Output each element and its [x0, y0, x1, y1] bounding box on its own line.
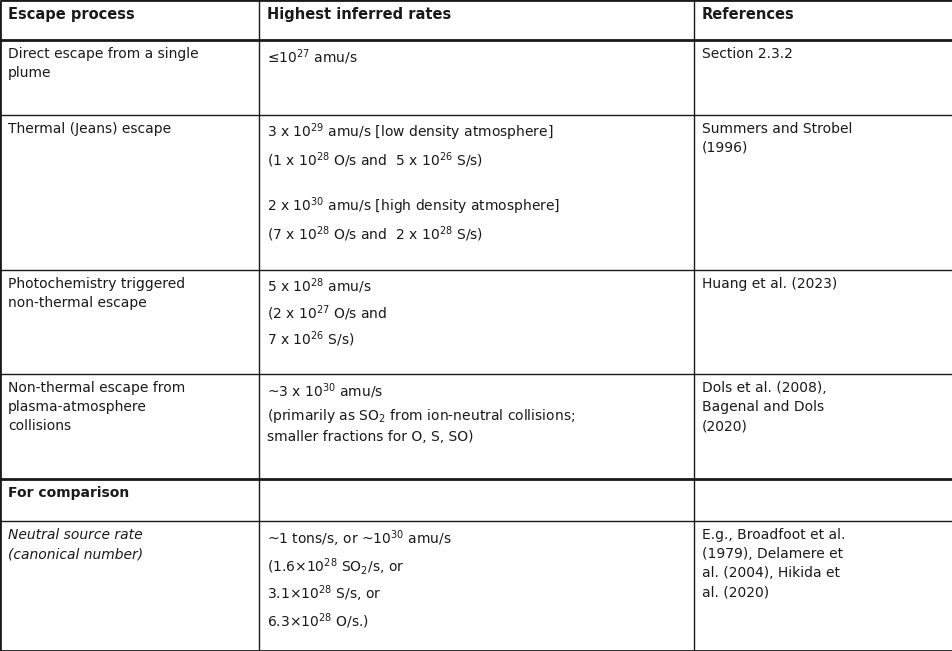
Text: Huang et al. (2023): Huang et al. (2023) [701, 277, 836, 290]
Text: References: References [701, 7, 794, 22]
Text: ~1 tons/s, or ~10$^{30}$ amu/s
(1.6×10$^{28}$ SO$_2$/s, or
3.1×10$^{28}$ S/s, or: ~1 tons/s, or ~10$^{30}$ amu/s (1.6×10$^… [267, 528, 451, 631]
Text: Summers and Strobel
(1996): Summers and Strobel (1996) [701, 122, 851, 155]
Text: Escape process: Escape process [8, 7, 134, 22]
Text: Section 2.3.2: Section 2.3.2 [701, 47, 792, 61]
Text: 5 x 10$^{28}$ amu/s
(2 x 10$^{27}$ O/s and
7 x 10$^{26}$ S/s): 5 x 10$^{28}$ amu/s (2 x 10$^{27}$ O/s a… [267, 277, 387, 349]
Text: Dols et al. (2008),
Bagenal and Dols
(2020): Dols et al. (2008), Bagenal and Dols (20… [701, 381, 825, 434]
Text: E.g., Broadfoot et al.
(1979), Delamere et
al. (2004), Hikida et
al. (2020): E.g., Broadfoot et al. (1979), Delamere … [701, 528, 844, 599]
Text: Highest inferred rates: Highest inferred rates [267, 7, 451, 22]
Text: For comparison: For comparison [8, 486, 129, 500]
Text: ~3 x 10$^{30}$ amu/s
(primarily as SO$_2$ from ion-neutral collisions;
smaller f: ~3 x 10$^{30}$ amu/s (primarily as SO$_2… [267, 381, 575, 444]
Text: Non-thermal escape from
plasma-atmosphere
collisions: Non-thermal escape from plasma-atmospher… [8, 381, 185, 434]
Text: Neutral source rate
(canonical number): Neutral source rate (canonical number) [8, 528, 143, 561]
Text: Photochemistry triggered
non-thermal escape: Photochemistry triggered non-thermal esc… [8, 277, 185, 309]
Text: 3 x 10$^{29}$ amu/s [low density atmosphere]
(1 x 10$^{28}$ O/s and  5 x 10$^{26: 3 x 10$^{29}$ amu/s [low density atmosph… [267, 122, 560, 243]
Text: Direct escape from a single
plume: Direct escape from a single plume [8, 47, 198, 80]
Text: ≤10$^{27}$ amu/s: ≤10$^{27}$ amu/s [267, 47, 357, 66]
Text: Thermal (Jeans) escape: Thermal (Jeans) escape [8, 122, 171, 136]
